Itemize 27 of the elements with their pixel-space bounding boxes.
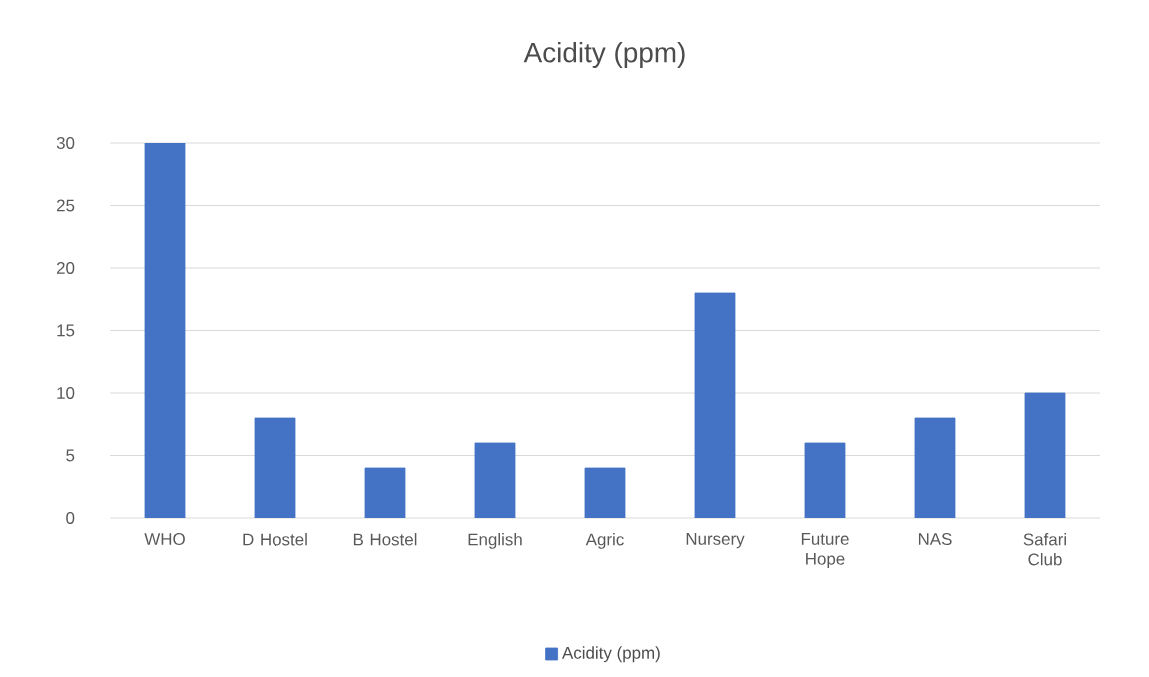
- y-tick-label: 25: [56, 199, 75, 212]
- chart-title: Acidity (ppm): [523, 42, 685, 68]
- x-tick-label: D Hostel: [243, 533, 307, 546]
- x-tick-label: Nursery: [686, 533, 745, 549]
- legend-label: Acidity (ppm): [562, 646, 660, 663]
- x-tick-label: Safari Club: [1023, 533, 1066, 566]
- y-tick-label: 30: [56, 137, 75, 149]
- x-tick-label: Future Hope: [801, 533, 849, 569]
- x-tick-label: Agric: [585, 533, 624, 549]
- y-tick-label: 0: [66, 512, 75, 524]
- y-tick-label: 5: [66, 449, 75, 462]
- bar: [694, 292, 736, 518]
- x-tick-label: English: [468, 533, 522, 549]
- y-tick-label: 10: [57, 387, 75, 399]
- bar: [474, 442, 516, 518]
- bar: [144, 143, 186, 518]
- bar: [254, 417, 296, 518]
- bar: [1024, 392, 1066, 518]
- bar: [584, 467, 626, 518]
- x-tick-label: NAS: [918, 533, 952, 546]
- y-tick-label: 20: [56, 262, 75, 274]
- bar: [914, 417, 956, 518]
- x-tick-label: WHO: [144, 533, 185, 546]
- bar: [804, 442, 846, 518]
- bar: [364, 467, 406, 518]
- y-tick-label: 15: [57, 324, 75, 337]
- x-tick-label: B Hostel: [353, 533, 417, 546]
